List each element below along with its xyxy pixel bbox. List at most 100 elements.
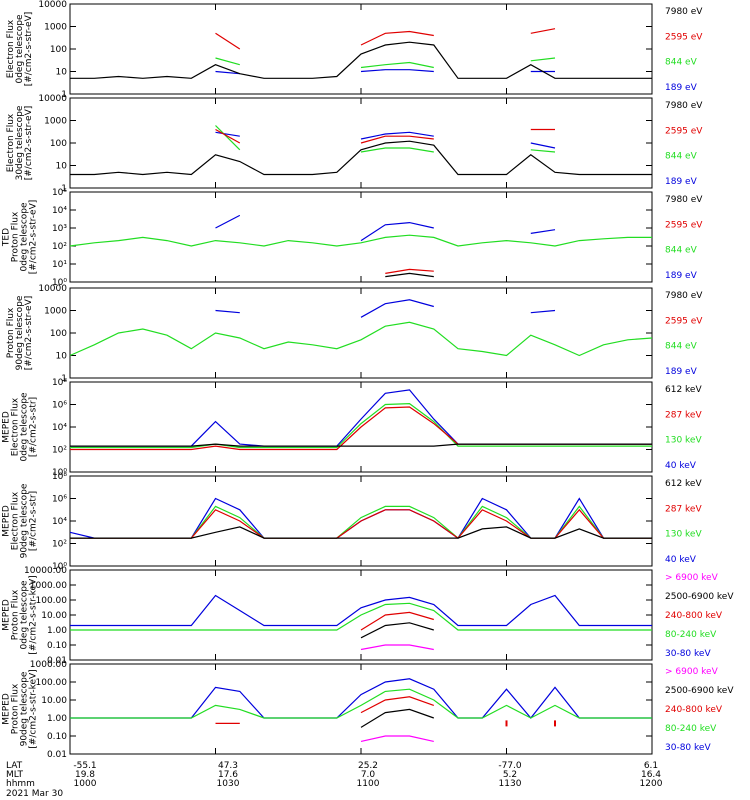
- legend-7980-ev: 7980 eV: [665, 195, 703, 205]
- hhmm-tick-1000: 1000: [74, 779, 97, 789]
- y-tick-label: 10⁴: [52, 206, 67, 216]
- y-tick-label: 0.10: [47, 641, 67, 651]
- series-line-2595-ev: [215, 32, 241, 50]
- hhmm-tick-1130: 1130: [499, 779, 522, 789]
- y-tick-label: 10⁶: [52, 495, 67, 505]
- lat-tick-1130: -77.0: [498, 761, 522, 771]
- mlt-tick-1000: 19.8: [75, 770, 95, 780]
- hhmm-row-label: hhmm: [6, 779, 35, 789]
- y-tick-label: 10⁴: [52, 517, 67, 527]
- y-axis-label: MEPEDProton Flux0deg telescope[#/cm2-s-s…: [2, 575, 39, 654]
- y-tick-label: 10⁰: [52, 278, 67, 288]
- series-line-844-ev: [215, 125, 241, 151]
- legend-844-ev: 844 eV: [665, 342, 698, 352]
- y-axis-label: Electron Flux0deg telescope[#/cm2-s-str-…: [6, 12, 34, 87]
- panel-frame: [69, 191, 653, 283]
- y-tick-label: 100.00: [36, 596, 68, 606]
- y-tick-label: 10⁰: [52, 562, 67, 572]
- y-tick-label: 10²: [52, 446, 67, 456]
- legend-844-ev: 844 eV: [665, 152, 698, 162]
- panel-7: 0.01 0.10 1.00 10.00 100.00 1000.00 10000.00ME…: [2, 566, 735, 666]
- legend-2500-6900-kev: 2500-6900 keV: [665, 686, 734, 696]
- series-point: [505, 720, 508, 727]
- y-tick-label: 10²: [52, 540, 67, 550]
- legend-40-kev: 40 keV: [665, 555, 697, 565]
- legend-287-kev: 287 keV: [665, 504, 702, 514]
- series-line-7980-ev: [385, 272, 434, 278]
- y-tick-label: 1: [61, 90, 67, 100]
- legend-80-240-kev: 80-240 keV: [665, 630, 717, 640]
- series-line-130-kev: [70, 402, 652, 449]
- legend-2595-ev: 2595 eV: [665, 32, 703, 42]
- series-line-7980-ev: [70, 140, 652, 176]
- hhmm-tick-1200: 1200: [640, 779, 663, 789]
- legend-189-ev: 189 eV: [665, 177, 698, 187]
- mlt-tick-1130: 5.2: [503, 770, 517, 780]
- legend-2595-ev: 2595 eV: [665, 316, 703, 326]
- legend-287-kev: 287 keV: [665, 410, 702, 420]
- y-tick-label: 0.01: [47, 656, 67, 666]
- series-line-189-ev: [360, 299, 434, 318]
- legend-7980-ev: 7980 eV: [665, 101, 703, 111]
- hhmm-tick-1030: 1030: [217, 779, 240, 789]
- y-tick-label: 1000.00: [30, 581, 67, 591]
- legend-189-ev: 189 eV: [665, 271, 698, 281]
- series-line-189-ev: [360, 221, 434, 242]
- series-line-844-ev: [530, 57, 556, 62]
- y-tick-label: 10⁰: [52, 468, 67, 478]
- lat-tick-1000: -55.1: [73, 761, 96, 771]
- y-tick-label: 10⁶: [52, 401, 67, 411]
- series-line-2595-ev: [215, 128, 241, 144]
- legend--6900-kev: > 6900 keV: [665, 573, 719, 583]
- y-tick-label: 100: [50, 45, 67, 55]
- time-axis: LAT MLT hhmm 2021 Mar 30 -55.1 19.8 1000…: [6, 761, 663, 799]
- legend-2500-6900-kev: 2500-6900 keV: [665, 592, 734, 602]
- series-line-2595-ev: [360, 135, 434, 144]
- y-tick-label: 1000: [44, 307, 67, 317]
- y-tick-label: 0.01: [47, 750, 67, 760]
- y-tick-label: 10⁵: [52, 188, 67, 198]
- series-line-287-kev: [70, 406, 652, 451]
- legend-189-ev: 189 eV: [665, 367, 698, 377]
- y-tick-label: 10000: [38, 284, 67, 294]
- series-point: [554, 720, 556, 727]
- legend-80-240-kev: 80-240 keV: [665, 724, 717, 734]
- series-line-189-ev: [360, 131, 434, 140]
- y-tick-label: 1: [61, 374, 67, 384]
- y-tick-label: 100: [50, 329, 67, 339]
- series-line-612-kev: [70, 443, 652, 447]
- y-axis-label: Proton Flux90deg telescope[#/cm2-s-str-e…: [6, 295, 34, 370]
- series-line-189-ev: [530, 229, 556, 234]
- hhmm-tick-1100: 1100: [357, 779, 380, 789]
- lat-tick-1100: 25.2: [358, 761, 378, 771]
- series-line-2500-6900-kev: [360, 622, 434, 639]
- date-label: 2021 Mar 30: [6, 789, 63, 799]
- series-line-2595-ev: [385, 268, 434, 274]
- series-line-2595-ev: [530, 28, 556, 34]
- legend-612-kev: 612 keV: [665, 479, 702, 489]
- legend-40-kev: 40 keV: [665, 461, 697, 471]
- y-axis-label: Electron Flux30deg telescope[#/cm2-s-str…: [6, 105, 34, 180]
- y-axis-label: MEPEDElectron Flux90deg telescope[#/cm2-…: [2, 483, 39, 558]
- legend-30-80-kev: 30-80 keV: [665, 649, 711, 659]
- legend-7980-ev: 7980 eV: [665, 7, 703, 17]
- legend-7980-ev: 7980 eV: [665, 291, 703, 301]
- legend--6900-kev: > 6900 keV: [665, 667, 719, 677]
- mlt-row-label: MLT: [6, 770, 24, 780]
- y-tick-label: 1.00: [47, 626, 67, 636]
- series-line-2595-ev: [360, 30, 434, 46]
- panel-6: 10⁰ 10² 10⁴ 10⁶ 10⁸ MEPEDElectron Flux90deg t…: [2, 472, 703, 572]
- series-line-189-ev: [215, 70, 240, 75]
- y-tick-label: 1.00: [47, 714, 67, 724]
- y-tick-label: 10000.00: [24, 566, 67, 576]
- y-tick-label: 10: [56, 68, 68, 78]
- panel-4: 1 10 100 1000 10000 Proton Flux90deg telescop…: [6, 284, 703, 384]
- series-line-844-ev: [69, 234, 652, 247]
- legend-844-ev: 844 eV: [665, 246, 698, 256]
- y-tick-label: 10.00: [41, 611, 67, 621]
- series-line-189-ev: [215, 131, 240, 137]
- legend-240-800-kev: 240-800 keV: [665, 611, 723, 621]
- panel-stack: 1 10 100 1000 10000 Electron Flux0deg telesco…: [2, 0, 735, 760]
- lat-row-label: LAT: [6, 761, 23, 771]
- y-tick-label: 100: [50, 139, 67, 149]
